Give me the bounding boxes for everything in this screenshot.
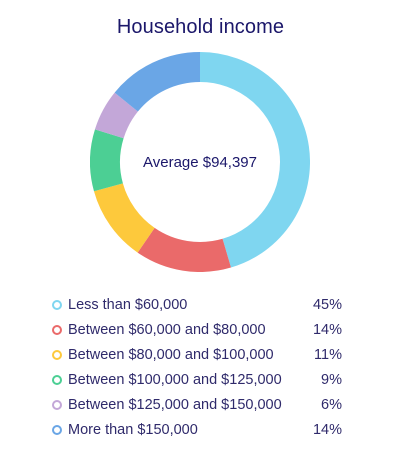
legend-label: More than $150,000	[68, 422, 198, 438]
average-label: Average $94,397	[143, 154, 257, 171]
legend-swatch-icon	[52, 350, 62, 360]
legend-item: Between $80,000 and $100,000 11%	[50, 343, 350, 368]
legend-value: 11%	[314, 347, 342, 363]
legend-swatch-icon	[52, 325, 62, 335]
legend-item: Between $60,000 and $80,000 14%	[50, 318, 350, 343]
donut-chart: Average $94,397	[90, 52, 310, 272]
legend-value: 45%	[312, 297, 342, 313]
legend-item: More than $150,000 14%	[50, 418, 350, 443]
legend-value: 9%	[321, 372, 342, 388]
donut-slice-5[interactable]	[94, 92, 139, 139]
legend: Less than $60,000 45% Between $60,000 and …	[50, 293, 350, 443]
legend-value: 14%	[312, 422, 342, 438]
donut-slice-4[interactable]	[90, 129, 124, 192]
donut-slices	[90, 52, 310, 272]
legend-swatch-icon	[52, 425, 62, 435]
legend-value: 6%	[321, 397, 342, 413]
legend-swatch-icon	[52, 400, 62, 410]
legend-item: Between $125,000 and $150,000 6%	[50, 393, 350, 418]
donut-slice-6[interactable]	[114, 52, 201, 112]
legend-item: Between $100,000 and $125,000 9%	[50, 368, 350, 393]
legend-label: Less than $60,000	[68, 297, 188, 313]
legend-item: Less than $60,000 45%	[50, 293, 350, 318]
legend-label: Between $80,000 and $100,000	[68, 347, 274, 363]
legend-swatch-icon	[52, 300, 62, 310]
legend-swatch-icon	[52, 375, 62, 385]
legend-label: Between $60,000 and $80,000	[68, 322, 266, 338]
legend-label: Between $125,000 and $150,000	[68, 397, 282, 413]
donut-slice-1[interactable]	[199, 52, 310, 268]
legend-label: Between $100,000 and $125,000	[68, 372, 282, 388]
donut-slice-3[interactable]	[93, 182, 156, 253]
legend-value: 14%	[312, 322, 342, 338]
donut-slice-2[interactable]	[137, 227, 231, 272]
chart-title: Household income	[116, 16, 285, 38]
